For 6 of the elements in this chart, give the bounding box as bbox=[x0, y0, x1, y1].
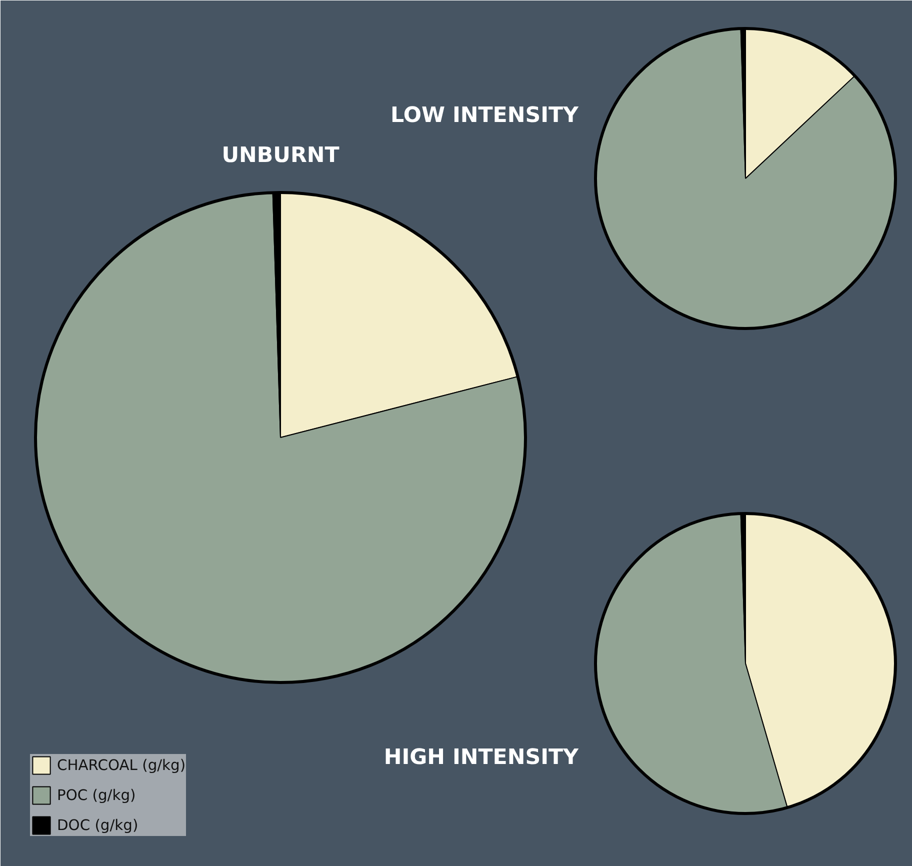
text: HIGH INTENSITY bbox=[384, 745, 580, 770]
text: LOW INTENSITY bbox=[390, 103, 580, 128]
legend-label: POC (g/kg) bbox=[57, 786, 136, 804]
chart-title: UNBURNT bbox=[222, 143, 340, 168]
legend-label: CHARCOAL (g/kg) bbox=[57, 756, 186, 774]
legend-label: DOC (g/kg) bbox=[57, 816, 138, 834]
